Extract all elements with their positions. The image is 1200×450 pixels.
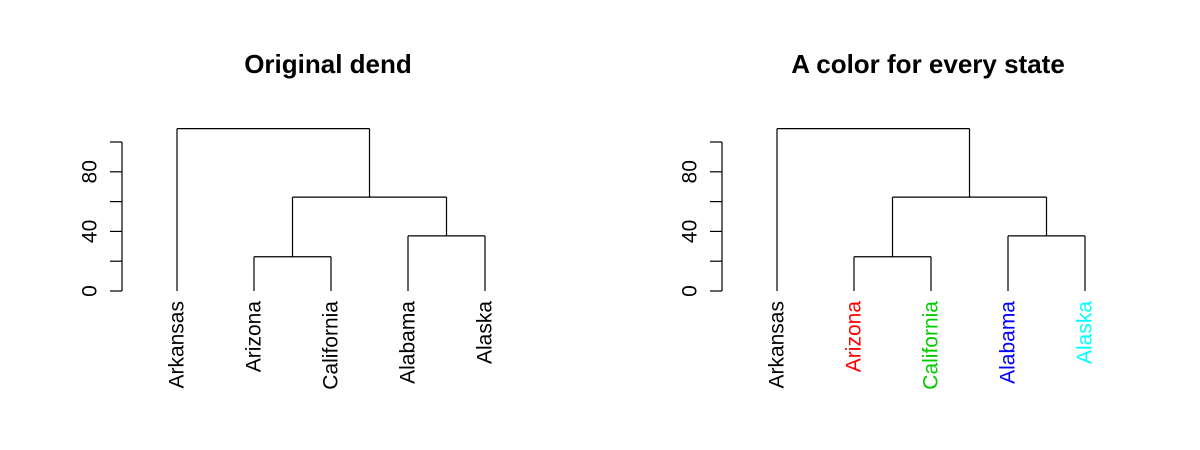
leaf-label: Alabama bbox=[397, 301, 420, 384]
leaf-label: Arkansas bbox=[766, 301, 789, 389]
y-tick-label: 40 bbox=[679, 220, 702, 243]
y-tick-label: 0 bbox=[79, 285, 102, 297]
y-tick-label: 40 bbox=[79, 220, 102, 243]
leaf-label: California bbox=[920, 301, 943, 390]
leaf-label: Arizona bbox=[843, 301, 866, 373]
leaf-label: Alabama bbox=[997, 301, 1020, 384]
chart-title: Original dend bbox=[244, 49, 412, 79]
y-tick-label: 80 bbox=[79, 160, 102, 183]
y-tick-label: 80 bbox=[679, 160, 702, 183]
leaf-label: Alaska bbox=[474, 301, 497, 364]
leaf-label: California bbox=[320, 301, 343, 390]
y-tick-label: 0 bbox=[679, 285, 702, 297]
leaf-label: Arizona bbox=[243, 301, 266, 373]
dendrogram-panel-2: A color for every state 0 40 80 Arkansas Ariz… bbox=[679, 49, 1097, 390]
dendrogram-panel-1: Original dend 0 40 80 Arkansas Arizona Califor… bbox=[79, 49, 497, 390]
leaf-label: Alaska bbox=[1074, 301, 1097, 364]
leaf-label: Arkansas bbox=[166, 301, 189, 389]
chart-title: A color for every state bbox=[791, 49, 1065, 79]
